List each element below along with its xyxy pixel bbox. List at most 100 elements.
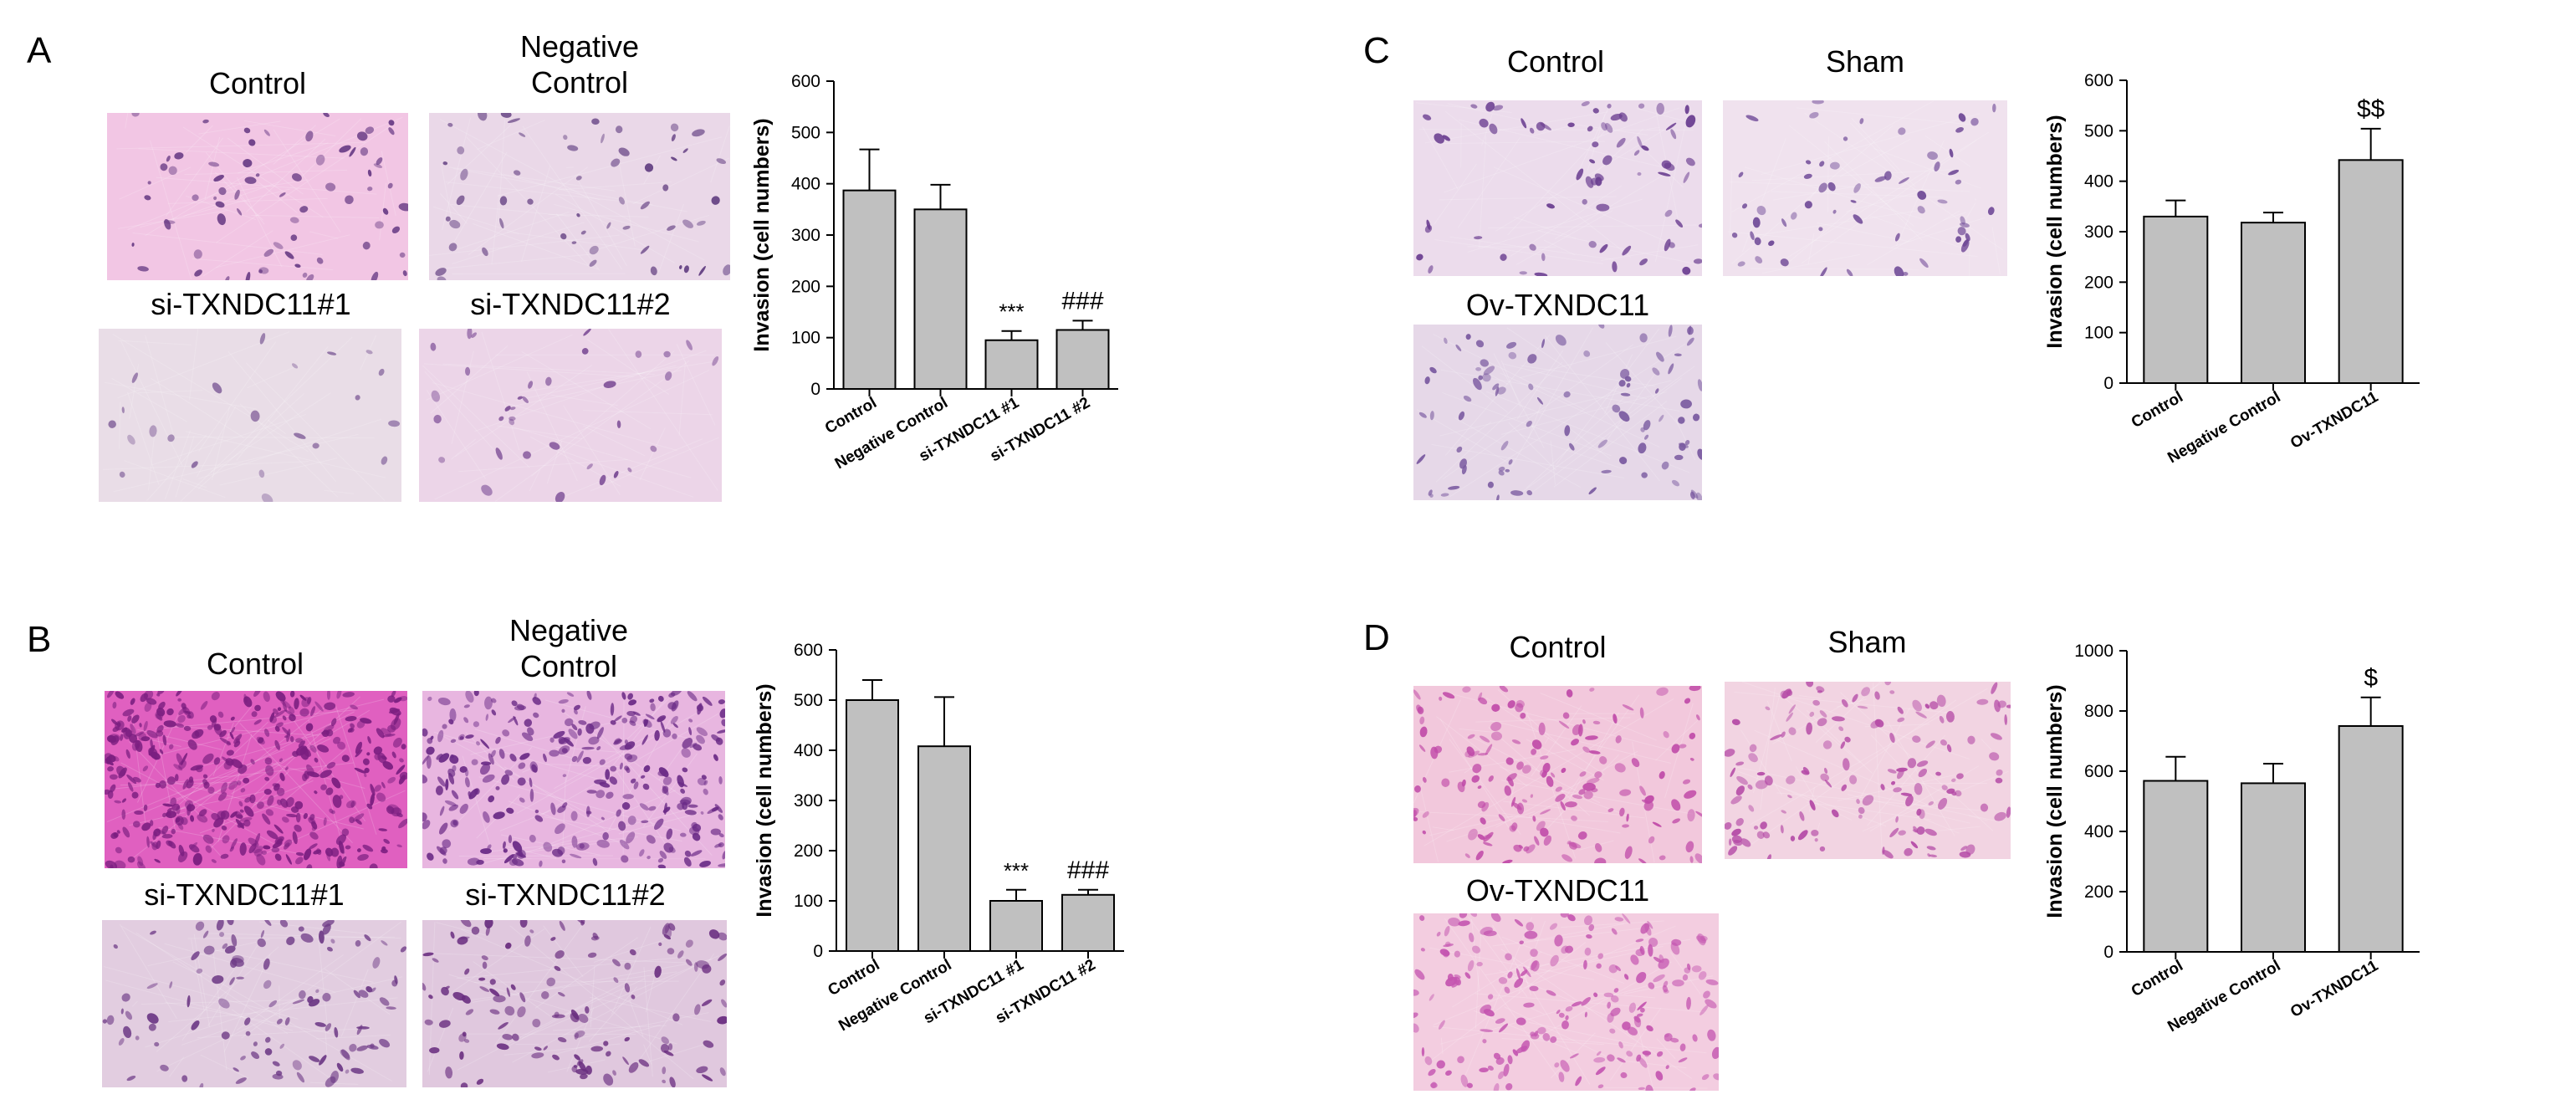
stained-cell (1610, 113, 1623, 121)
y-tick-label: 400 (791, 175, 820, 194)
micrograph-fiber (1553, 401, 1668, 488)
stained-cell (251, 711, 258, 718)
stained-cell (543, 841, 553, 852)
stained-cell (341, 754, 350, 762)
stained-cell (1812, 699, 1820, 706)
stained-cell (545, 376, 552, 386)
stained-cell (178, 707, 187, 715)
stained-cell (679, 832, 687, 837)
stained-cell (463, 717, 469, 724)
stained-cell (696, 727, 708, 737)
stained-cell (262, 813, 271, 825)
stained-cell (1687, 326, 1694, 335)
stained-cell (156, 730, 164, 737)
micrograph-fiber (170, 721, 268, 813)
stained-cell (1780, 825, 1784, 834)
micrograph-texture (422, 920, 727, 1087)
stained-cell (1505, 953, 1512, 961)
stained-cell (601, 816, 605, 821)
stained-cell (529, 789, 534, 802)
micrograph-fiber (1556, 328, 1660, 465)
stained-cell (159, 749, 164, 754)
stained-cell (382, 760, 394, 770)
stained-cell (1725, 821, 1732, 830)
stained-cell (1493, 1082, 1500, 1091)
stained-cell (1631, 758, 1640, 768)
micrograph-fiber (146, 434, 207, 502)
stained-cell (267, 795, 274, 806)
micrograph-fiber (116, 141, 366, 150)
y-tick-label: 1000 (2074, 642, 2113, 661)
stained-cell (1703, 990, 1710, 999)
y-tick-label: 400 (794, 741, 823, 760)
stained-cell (1471, 945, 1481, 954)
stained-cell (1780, 690, 1789, 699)
stained-cell (253, 691, 262, 698)
stained-cell (627, 816, 636, 826)
stained-cell (309, 744, 317, 753)
stained-cell (140, 693, 148, 703)
stained-cell (641, 820, 649, 824)
stained-cell (166, 708, 174, 716)
micrograph-fiber (1806, 709, 1873, 774)
stained-cell (215, 201, 225, 208)
micrograph-fiber (125, 113, 129, 129)
stained-cell (503, 854, 514, 864)
stained-cell (243, 127, 251, 134)
bar (917, 745, 971, 952)
stained-cell (1919, 258, 1929, 268)
stained-cell (1765, 706, 1771, 711)
stained-cell (1480, 359, 1490, 367)
micrograph-fiber (1515, 210, 1613, 265)
stained-cell (1526, 922, 1535, 931)
stained-cell (602, 831, 609, 841)
stained-cell (268, 715, 278, 724)
stained-cell (1612, 261, 1618, 273)
stained-cell (506, 987, 510, 997)
stained-cell (1592, 108, 1599, 114)
stained-cell (341, 828, 350, 836)
stained-cell (387, 776, 396, 784)
stained-cell (639, 849, 645, 857)
stained-cell (1445, 1070, 1452, 1076)
stained-cell (203, 781, 210, 789)
stained-cell (163, 720, 176, 728)
micrograph-texture (102, 920, 406, 1087)
stained-cell (543, 753, 547, 762)
stained-cell (541, 991, 549, 1000)
micrograph-background (429, 113, 730, 280)
stained-cell (127, 782, 134, 792)
micrograph-fiber (676, 344, 716, 426)
micrograph-fiber (267, 419, 287, 435)
stained-cell (1499, 686, 1509, 693)
micrograph-fiber (1526, 1005, 1545, 1015)
stained-cell (1626, 382, 1631, 388)
stained-cell (1924, 828, 1937, 836)
stained-cell (601, 133, 605, 144)
stained-cell (1958, 113, 1966, 122)
micrograph-fiber (1444, 110, 1632, 258)
stained-cell (596, 746, 601, 751)
micrograph-fiber (155, 709, 357, 730)
stained-cell (1434, 745, 1443, 754)
stained-cell (1534, 1031, 1539, 1037)
stained-cell (132, 821, 141, 828)
stained-cell (121, 809, 126, 820)
stained-cell (473, 721, 480, 728)
stained-cell (132, 776, 141, 783)
stained-cell (312, 442, 319, 449)
micrograph-fiber (223, 954, 271, 1052)
stained-cell (1512, 1049, 1519, 1056)
micrograph-fiber (639, 427, 666, 481)
stained-cell (624, 765, 630, 771)
image-label-control-d: Control (1509, 630, 1607, 664)
stained-cell (158, 701, 166, 710)
stained-cell (1454, 976, 1461, 986)
stained-cell (323, 817, 327, 826)
micrograph-fiber (212, 949, 227, 1071)
stained-cell (1788, 704, 1796, 714)
stained-cell (213, 757, 221, 765)
stained-cell (581, 348, 589, 355)
stained-cell (662, 184, 669, 192)
stained-cell (1576, 168, 1584, 181)
